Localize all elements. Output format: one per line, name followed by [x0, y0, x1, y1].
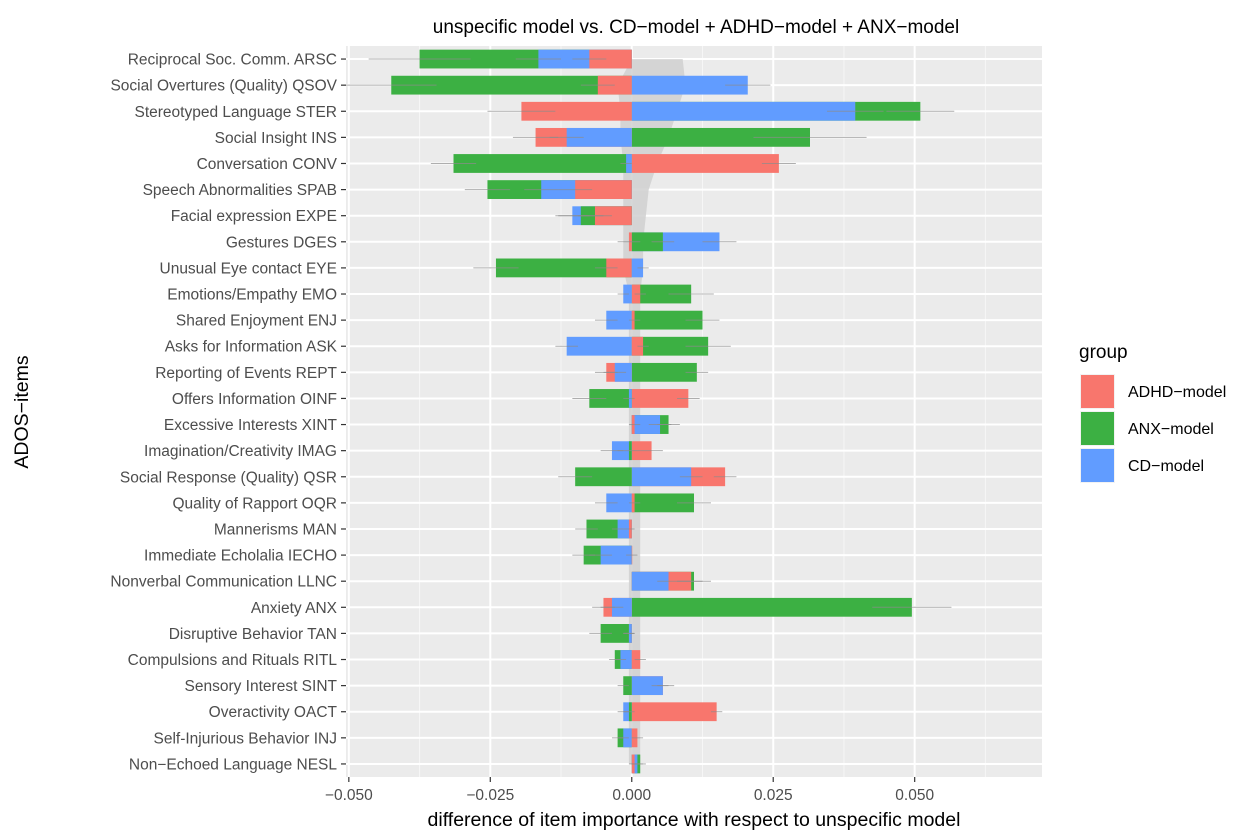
bar-adhd: [589, 49, 632, 69]
error-bars: [346, 58, 955, 765]
y-axis-title: ADOS−items: [11, 355, 33, 468]
y-tick-label: Mannerisms MAN: [214, 521, 337, 538]
y-tick-label: Reciprocal Soc. Comm. ARSC: [128, 52, 337, 69]
bar-cd: [606, 310, 632, 330]
y-tick-label: Social Insight INS: [215, 130, 337, 147]
bar-cd: [631, 101, 856, 121]
y-tick-label: Social Response (Quality) QSR: [120, 469, 337, 486]
y-tick-label: Speech Abnormalities SPAB: [143, 182, 337, 199]
legend: group ADHD−model ANX−model CD−model: [1079, 342, 1226, 483]
legend-label-anx: ANX−model: [1128, 421, 1214, 438]
x-axis: −0.050 −0.025 0.000 0.025 0.050: [325, 777, 934, 804]
y-tick-label: Anxiety ANX: [251, 600, 338, 617]
grid-minor: [419, 46, 986, 777]
y-tick-label: Emotions/Empathy EMO: [167, 287, 337, 304]
y-tick-label: Social Overtures (Quality) QSOV: [110, 78, 337, 95]
bar-anx: [575, 467, 632, 487]
bar-anx: [631, 336, 709, 356]
x-tick-label: 0.025: [754, 787, 793, 804]
legend-label-cd: CD−model: [1128, 458, 1204, 475]
y-tick-label: Sensory Interest SINT: [185, 678, 338, 695]
bars: [391, 49, 921, 774]
bar-anx: [631, 362, 697, 382]
bar-cd: [631, 676, 663, 696]
bar-cd: [631, 467, 692, 487]
bar-anx: [631, 493, 694, 513]
x-tick-label: 0.050: [895, 787, 934, 804]
y-tick-label: Nonverbal Communication LLNC: [110, 574, 337, 591]
y-axis: Reciprocal Soc. Comm. ARSC Social Overtur…: [110, 52, 346, 773]
bar-adhd: [521, 101, 632, 121]
y-tick-label: Overactivity OACT: [209, 704, 338, 721]
x-tick-label: −0.050: [325, 787, 373, 804]
bar-adhd: [575, 180, 632, 199]
bar-anx: [631, 284, 692, 304]
bar-anx: [631, 310, 703, 330]
bar-cd: [566, 336, 632, 356]
y-tick-label: Excessive Interests XINT: [164, 417, 338, 434]
bar-adhd: [631, 389, 689, 408]
y-tick-label: Gestures DGES: [226, 234, 337, 251]
y-tick-label: Shared Enjoyment ENJ: [176, 313, 337, 330]
y-tick-label: Quality of Rapport OQR: [172, 495, 337, 512]
y-tick-label: Self-Injurious Behavior INJ: [154, 730, 338, 747]
y-tick-label: Immediate Echolalia IECHO: [144, 548, 337, 565]
bar-anx: [631, 127, 810, 147]
bar-cd: [566, 127, 632, 147]
y-tick-label: Asks for Information ASK: [165, 339, 338, 356]
bar-anx: [631, 232, 663, 252]
y-tick-label: Non−Echoed Language NESL: [129, 756, 338, 773]
y-tick-label: Reporting of Events REPT: [155, 365, 337, 382]
bar-cd: [631, 75, 748, 95]
legend-swatch-cd: [1081, 449, 1114, 482]
legend-label-adhd: ADHD−model: [1128, 384, 1226, 401]
x-tick-label: −0.025: [466, 787, 514, 804]
bar-anx: [453, 154, 632, 173]
x-axis-title: difference of item importance with respe…: [428, 809, 961, 831]
bar-adhd: [606, 258, 632, 278]
legend-title: group: [1079, 342, 1128, 363]
bar-anx: [631, 597, 912, 617]
y-tick-label: Compulsions and Rituals RITL: [128, 652, 338, 669]
chart-title: unspecific model vs. CD−model + ADHD−mod…: [433, 17, 959, 38]
bar-cd: [631, 571, 669, 591]
bar-anx: [495, 258, 632, 278]
x-tick-label: 0.000: [612, 787, 651, 804]
y-tick-label: Unusual Eye contact EYE: [160, 260, 338, 277]
bar-cd: [606, 493, 632, 513]
legend-swatch-adhd: [1081, 375, 1114, 408]
bar-adhd: [631, 154, 779, 173]
y-tick-label: Offers Information OINF: [172, 391, 337, 408]
bar-adhd: [594, 206, 632, 226]
y-tick-label: Stereotyped Language STER: [135, 104, 338, 121]
y-tick-label: Facial expression EXPE: [171, 208, 337, 225]
y-tick-label: Disruptive Behavior TAN: [169, 626, 337, 643]
bar-adhd: [631, 702, 717, 722]
y-tick-label: Conversation CONV: [197, 156, 338, 173]
bar-anx: [589, 389, 632, 408]
bar-cd: [600, 545, 632, 565]
legend-swatch-anx: [1081, 412, 1114, 445]
bar-anx: [600, 624, 632, 643]
bar-anx: [391, 75, 632, 95]
bar-cd: [631, 415, 661, 434]
y-tick-label: Imagination/Creativity IMAG: [144, 443, 337, 460]
